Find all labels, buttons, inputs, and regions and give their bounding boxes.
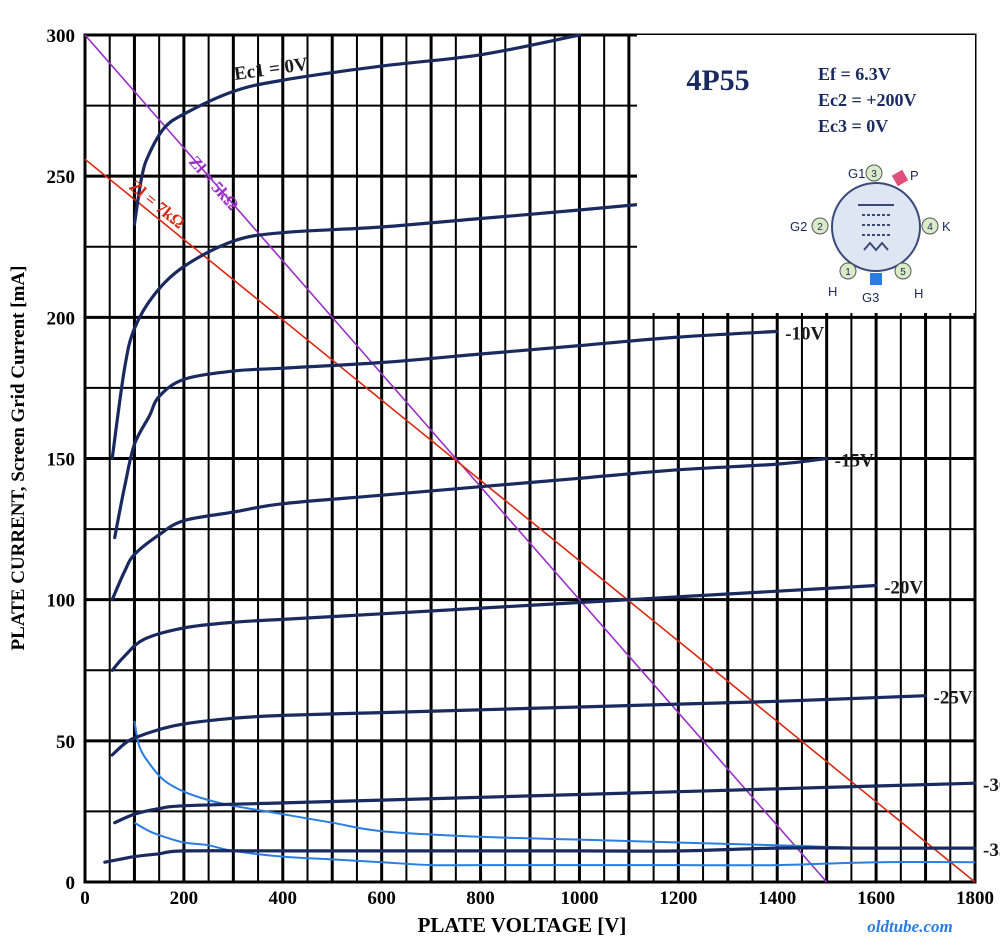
x-tick-label: 200 [170, 888, 199, 909]
x-tick-label: 400 [269, 888, 298, 909]
screen-grid-curves [133, 720, 976, 867]
pin-label-p: P [910, 168, 919, 183]
info-panel [637, 35, 975, 313]
g3-pin-marker [870, 273, 882, 285]
y-tick-label: 100 [47, 591, 76, 612]
load-lines [84, 34, 976, 883]
curve-label: -10V [785, 323, 824, 344]
pin-label-k: K [942, 219, 951, 234]
x-axis-label: PLATE VOLTAGE [V] [418, 913, 627, 937]
tube-envelope [831, 182, 921, 272]
y-tick-label: 50 [56, 732, 75, 753]
curve-label: -30V [983, 775, 1000, 796]
plate-curve [110, 583, 878, 672]
y-tick-label: 200 [47, 308, 76, 329]
chart-title: 4P55 [686, 64, 749, 97]
plate-curve [110, 694, 928, 757]
x-tick-label: 600 [367, 888, 396, 909]
y-tick-label: 0 [66, 873, 76, 894]
pin-label-h-right: H [914, 286, 923, 301]
pin-number-2: 2 [817, 222, 823, 233]
plate-curve [132, 33, 581, 226]
curve-label: -25V [934, 688, 973, 709]
pin-number-1: 1 [845, 267, 851, 278]
y-tick-label: 250 [47, 167, 76, 188]
pin-label-h-left: H [828, 284, 837, 299]
x-tick-label: 1400 [758, 888, 796, 909]
pin-label-g1: G1 [848, 166, 865, 181]
load-line [84, 34, 828, 883]
plate-curve [110, 456, 829, 602]
condition-ec3: Ec3 = 0V [818, 116, 888, 136]
pin-label-g3: G3 [862, 290, 879, 305]
load-line [84, 158, 976, 883]
pin-1 [839, 262, 857, 280]
pin-3 [865, 164, 883, 182]
curve-label: Ec1 = 0V [233, 54, 310, 85]
curve-label: -35V [983, 840, 1000, 861]
pin-4 [921, 217, 939, 235]
tube-pinout-diagram: G1 3 P G2 2 4 K 1 5 H G3 H [790, 164, 951, 305]
pin-number-3: 3 [871, 169, 877, 180]
condition-ec2: Ec2 = +200V [818, 90, 917, 110]
condition-ef: Ef = 6.3V [818, 64, 891, 84]
y-axis-label: PLATE CURRENT, Screen Grid Current [mA] [8, 266, 29, 651]
x-tick-label: 1800 [956, 888, 994, 909]
curve-label: -15V [835, 451, 874, 472]
pin-5 [894, 262, 912, 280]
heater-element [863, 241, 889, 252]
y-tick-labels: 0 50 100 150 200 250 300 [47, 26, 76, 894]
plate-curve [103, 846, 977, 864]
x-tick-label: 1600 [857, 888, 895, 909]
pin-label-g2: G2 [790, 219, 807, 234]
x-tick-label: 1200 [659, 888, 697, 909]
y-tick-label: 300 [47, 26, 76, 47]
pin-number-4: 4 [927, 222, 933, 233]
plate-curve [110, 194, 730, 461]
screen-grid-curve [133, 720, 976, 850]
y-tick-label: 150 [47, 450, 76, 471]
plate-curve [113, 329, 779, 540]
x-tick-labels: 0 200 400 600 800 1000 1200 1400 1600 1800 [80, 888, 994, 909]
curve-label: -20V [884, 578, 923, 599]
x-tick-label: 1000 [560, 888, 598, 909]
pin-2 [811, 217, 829, 235]
screen-grid-curve [133, 821, 976, 867]
x-tick-label: 0 [80, 888, 90, 909]
plate-pin-marker [891, 169, 909, 187]
pin-number-5: 5 [900, 267, 906, 278]
x-tick-label: 800 [466, 888, 495, 909]
watermark: oldtube.com [867, 917, 952, 936]
plate-curves [103, 33, 977, 864]
plate-curve [113, 781, 977, 825]
